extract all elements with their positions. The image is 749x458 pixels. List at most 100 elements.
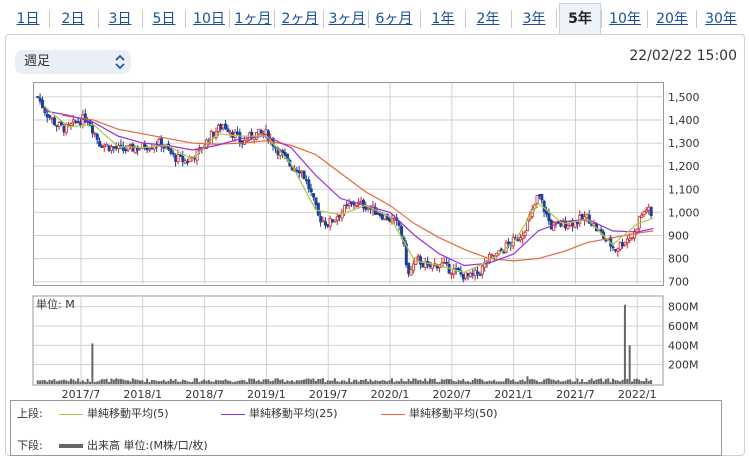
volume-bar (98, 380, 101, 384)
volume-bar (526, 376, 529, 384)
volume-bar (647, 380, 650, 384)
candle-body (647, 206, 651, 211)
volume-bar (581, 379, 584, 384)
volume-bar (141, 380, 144, 384)
volume-bar (452, 381, 455, 384)
volume-bar (635, 378, 638, 384)
tab-10[interactable]: 2年 (476, 11, 500, 27)
volume-bar (369, 379, 372, 384)
ma50-swatch (381, 413, 405, 415)
tab-5[interactable]: 1ヶ月 (234, 11, 272, 27)
volume-bar (543, 379, 546, 384)
volume-bar (512, 379, 515, 384)
candle-body (238, 132, 242, 143)
volume-bar (395, 380, 398, 384)
volume-bar (181, 379, 184, 384)
volume-bar (438, 381, 441, 384)
tab-9[interactable]: 1年 (431, 11, 455, 27)
candle-body (121, 146, 125, 151)
tab-2[interactable]: 3日 (108, 11, 132, 27)
tab-7[interactable]: 3ヶ月 (328, 11, 366, 27)
candle-body (126, 145, 130, 151)
volume-bar (281, 379, 284, 384)
volume-bar (642, 381, 645, 384)
volume-bar (236, 380, 239, 384)
volume-bar (533, 379, 536, 384)
tab-4[interactable]: 10日 (193, 11, 225, 27)
volume-bar (96, 381, 99, 384)
tab-1[interactable]: 2日 (61, 11, 85, 27)
tab-11[interactable]: 3年 (522, 11, 546, 27)
tab-separator (465, 10, 466, 28)
volume-bar (293, 381, 296, 384)
volume-bar (298, 380, 301, 384)
volume-bar (231, 382, 234, 384)
volume-bar (500, 381, 503, 384)
volume-ytick-label: 400M (668, 339, 699, 352)
volume-bar (440, 379, 443, 384)
period-select[interactable]: 週足 (15, 50, 131, 74)
candle-body (564, 221, 568, 229)
volume-bar (77, 378, 80, 384)
candle-body (378, 213, 382, 217)
volume-bar (516, 381, 519, 384)
candle-body (102, 144, 106, 148)
candle-body (537, 194, 541, 197)
volume-bar (267, 379, 270, 384)
volume-bar (355, 379, 358, 384)
candle-body (542, 200, 546, 212)
tab-separator (511, 10, 512, 28)
candle-body (183, 160, 187, 164)
volume-bar (374, 380, 377, 384)
volume-bar (631, 381, 634, 384)
volume-bar (400, 378, 403, 384)
legend-volume: 出来高 単位:(M株/口/枚) (59, 437, 208, 453)
volume-bar (55, 381, 58, 384)
volume-ytick-label: 600M (668, 320, 699, 333)
candle-body (461, 273, 465, 280)
volume-bar (619, 381, 622, 384)
tab-15[interactable]: 30年 (705, 11, 737, 27)
candle-body (171, 152, 175, 155)
candle-body (556, 221, 560, 223)
legend: 上段: 単純移動平均(5) 単純移動平均(25) 単純移動平均(50) 下段: … (10, 400, 722, 456)
tab-separator (49, 10, 50, 28)
candle-body (621, 242, 625, 247)
candle-body (468, 272, 472, 278)
candle-body (309, 188, 313, 193)
candle-body (507, 241, 511, 244)
tab-8[interactable]: 6ヶ月 (375, 11, 413, 27)
volume-bar (573, 381, 576, 384)
candle-body (331, 219, 335, 223)
volume-bar (409, 381, 412, 384)
legend-ma50: 単純移動平均(50) (381, 405, 498, 421)
candle-body (350, 201, 354, 204)
tab-3[interactable]: 5日 (152, 11, 176, 27)
candle-body (323, 221, 327, 226)
tab-0[interactable]: 1日 (16, 11, 40, 27)
tab-6[interactable]: 2ヶ月 (281, 11, 319, 27)
tab-14[interactable]: 20年 (656, 11, 688, 27)
volume-bar (150, 379, 153, 384)
volume-bar (569, 379, 572, 384)
volume-bar (609, 382, 612, 384)
candle-body (300, 170, 304, 173)
volume-bar (459, 380, 462, 384)
candle-body (625, 238, 629, 244)
timestamp: 22/02/22 15:00 (629, 48, 737, 64)
tab-12[interactable]: 5年 (559, 3, 601, 34)
candle-body (540, 193, 544, 201)
candle-body (148, 148, 152, 151)
candle-body (321, 220, 325, 223)
volume-bar (386, 381, 389, 384)
volume-bar (238, 380, 241, 384)
volume-ytick-label: 200M (668, 359, 699, 372)
candle-body (88, 120, 92, 127)
candle-body (129, 143, 133, 146)
volume-bar (493, 379, 496, 384)
volume-bar (604, 379, 607, 384)
candle-body (181, 155, 185, 163)
tab-13[interactable]: 10年 (609, 11, 641, 27)
legend-ma5-label: 単純移動平均(5) (87, 407, 169, 420)
xtick-label: 2022/1 (618, 388, 657, 401)
